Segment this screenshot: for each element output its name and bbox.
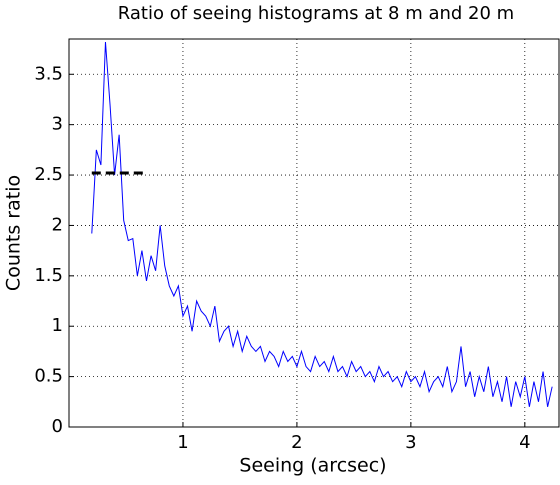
y-tick-label: 3.5 bbox=[34, 63, 63, 84]
x-tick-label: 1 bbox=[177, 432, 188, 453]
x-tick-label: 2 bbox=[291, 432, 302, 453]
y-tick-label: 2 bbox=[52, 214, 63, 235]
y-axis-label: Counts ratio bbox=[3, 175, 25, 291]
y-tick-label: 1 bbox=[52, 315, 63, 336]
chart-title: Ratio of seeing histograms at 8 m and 20… bbox=[118, 3, 514, 24]
x-axis-label: Seeing (arcsec) bbox=[239, 455, 386, 477]
x-tick-label: 3 bbox=[405, 432, 416, 453]
x-tick-label: 4 bbox=[519, 432, 530, 453]
plot-frame bbox=[68, 38, 560, 428]
y-tick-label: 2.5 bbox=[34, 164, 63, 185]
y-tick-label: 0 bbox=[52, 416, 63, 437]
y-tick-label: 3 bbox=[52, 114, 63, 135]
y-tick-label: 0.5 bbox=[34, 366, 63, 387]
data-line bbox=[91, 41, 553, 407]
y-tick-label: 1.5 bbox=[34, 265, 63, 286]
